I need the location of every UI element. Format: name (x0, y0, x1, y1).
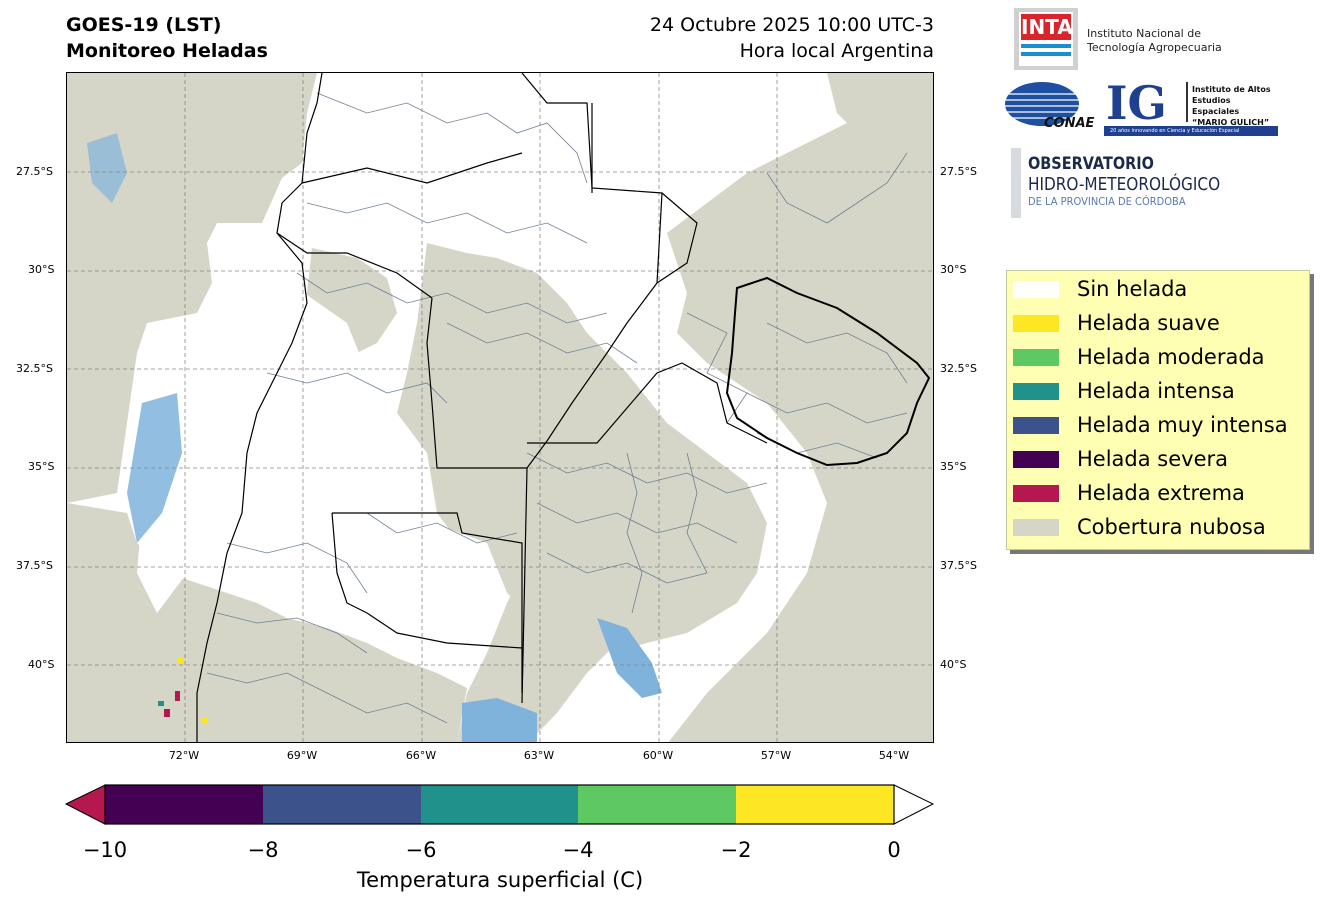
lat-label-left: 35°S (28, 460, 55, 473)
clear-patches (137, 153, 567, 633)
colorbar-tick: 0 (887, 838, 901, 862)
lon-label: 72°W (168, 749, 200, 762)
observatorio-logo: OBSERVATORIO HIDRO-METEOROLÓGICO DE LA P… (1028, 154, 1254, 208)
colorbar-graphic (64, 784, 935, 825)
legend-label: Sin helada (1077, 277, 1188, 301)
colorbar-tick: −2 (720, 838, 752, 862)
map-title: GOES-19 (LST) Monitoreo Heladas (66, 12, 268, 64)
colorbar-tick: −10 (82, 838, 128, 862)
obs-line1: OBSERVATORIO (1028, 154, 1154, 174)
legend-swatch (1013, 416, 1059, 434)
legend-label: Helada extrema (1077, 481, 1245, 505)
colorbar (64, 783, 938, 827)
legend-item: Helada suave (1013, 308, 1220, 338)
legend-item: Helada intensa (1013, 376, 1235, 406)
legend-swatch (1013, 314, 1059, 332)
lon-label: 60°W (642, 749, 674, 762)
legend-swatch (1013, 518, 1059, 536)
lat-label-right: 30°S (940, 263, 967, 276)
lon-label: 54°W (878, 749, 910, 762)
inta-line1: Instituto Nacional de (1087, 27, 1201, 40)
colorbar-frame (104, 784, 895, 825)
obs-line3: DE LA PROVINCIA DE CÓRDOBA (1028, 195, 1186, 208)
lat-label-left: 40°S (28, 658, 55, 671)
inta-name: Instituto Nacional de Tecnología Agropec… (1087, 27, 1222, 55)
legend-item: Sin helada (1013, 274, 1187, 304)
colorbar-tick: −4 (562, 838, 594, 862)
legend-label: Helada severa (1077, 447, 1228, 471)
legend-label: Cobertura nubosa (1077, 515, 1266, 539)
date-line1: 24 Octubre 2025 10:00 UTC-3 (649, 14, 934, 36)
province-boundaries (196, 73, 768, 742)
frost-map (66, 72, 934, 743)
lat-label-left: 37.5°S (16, 559, 53, 572)
cloud-cover-regions (67, 73, 933, 742)
colorbar-segment (578, 785, 736, 824)
frost-specks (158, 658, 208, 723)
lat-label-right: 35°S (940, 460, 967, 473)
ig-line3: “MARIO GULICH” (1192, 118, 1270, 127)
lon-label: 57°W (760, 749, 792, 762)
lat-label-left: 27.5°S (16, 165, 53, 178)
title-line2: Monitoreo Heladas (66, 40, 268, 62)
legend-item: Helada muy intensa (1013, 410, 1288, 440)
lon-label: 63°W (523, 749, 555, 762)
lat-label-right: 40°S (940, 658, 967, 671)
legend: Sin helada Helada suave Helada moderada … (1006, 270, 1310, 550)
ig-line1: Instituto de Altos (1192, 85, 1271, 94)
colorbar-tick: −6 (405, 838, 437, 862)
colorbar-segment (421, 785, 578, 824)
lat-label-right: 37.5°S (940, 559, 977, 572)
legend-swatch (1013, 280, 1059, 298)
colorbar-segment (263, 785, 421, 824)
ig-footer: 20 años innovando en Ciencia y Educación… (1104, 126, 1278, 136)
colorbar-segment (736, 785, 894, 824)
legend-swatch (1013, 450, 1059, 468)
colorbar-over-arrow (893, 784, 935, 825)
legend-label: Helada muy intensa (1077, 413, 1288, 437)
inta-mark: INTA (1021, 14, 1073, 40)
conae-logo: CONAE (1004, 80, 1094, 134)
legend-item: Helada moderada (1013, 342, 1265, 372)
ig-name: Instituto de Altos Estudios Espaciales “… (1192, 84, 1278, 128)
uruguay-border (725, 276, 931, 467)
lat-label-right: 27.5°S (940, 165, 977, 178)
lon-label: 66°W (405, 749, 437, 762)
ig-logo: IG Instituto de Altos Estudios Espaciale… (1104, 76, 1278, 136)
legend-swatch (1013, 382, 1059, 400)
department-boundaries (206, 92, 908, 724)
lon-label: 69°W (286, 749, 318, 762)
legend-swatch (1013, 348, 1059, 366)
lat-label-right: 32.5°S (940, 362, 977, 375)
title-line1: GOES-19 (LST) (66, 14, 222, 36)
obs-logo-bar (1011, 148, 1021, 218)
ig-line2: Estudios Espaciales (1192, 96, 1240, 116)
colorbar-tick: −8 (247, 838, 279, 862)
legend-label: Helada moderada (1077, 345, 1265, 369)
legend-item: Helada extrema (1013, 478, 1245, 508)
legend-swatch (1013, 484, 1059, 502)
legend-label: Helada intensa (1077, 379, 1235, 403)
inta-line2: Tecnología Agropecuaria (1087, 41, 1222, 54)
date-line2: Hora local Argentina (739, 40, 934, 62)
colorbar-under-arrow (64, 784, 106, 825)
lat-label-left: 30°S (28, 263, 55, 276)
conae-emblem (1005, 82, 1079, 126)
legend-item: Helada severa (1013, 444, 1228, 474)
lat-label-left: 32.5°S (16, 362, 53, 375)
conae-mark: CONAE (1044, 116, 1095, 131)
legend-item: Cobertura nubosa (1013, 512, 1266, 542)
water-bodies (87, 133, 662, 742)
colorbar-segment (105, 785, 263, 824)
inta-logo: INTA (1014, 8, 1078, 70)
map-date: 24 Octubre 2025 10:00 UTC-3 Hora local A… (560, 12, 934, 64)
ig-mark: IG (1106, 76, 1167, 130)
colorbar-label: Temperatura superficial (C) (356, 868, 644, 892)
map-canvas (67, 73, 933, 742)
legend-label: Helada suave (1077, 311, 1220, 335)
obs-line2: HIDRO-METEOROLÓGICO (1028, 174, 1221, 195)
